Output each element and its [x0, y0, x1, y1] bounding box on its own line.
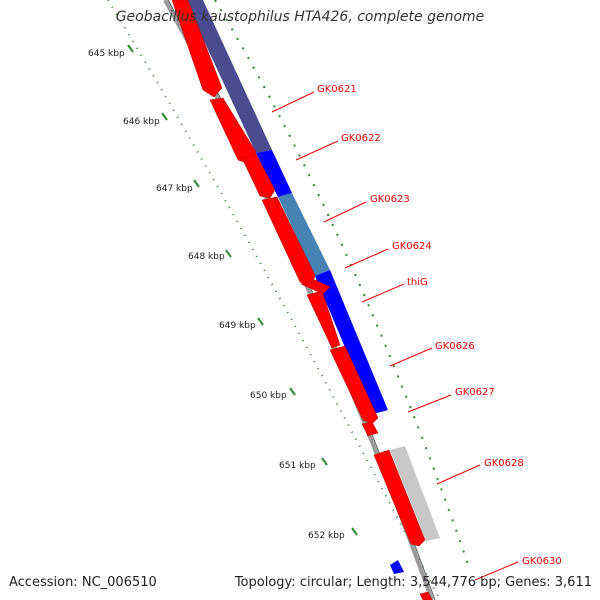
length-value: 3,544,776 bp	[409, 575, 497, 590]
forward-gene	[306, 290, 341, 349]
forward-genes	[171, 0, 433, 600]
accession-value: NC_006510	[81, 575, 157, 590]
gene-label[interactable]: GK0622	[341, 133, 381, 144]
scale-label: 652 kbp	[308, 531, 345, 541]
accession-label: Accession:	[9, 575, 78, 590]
scale-label: 645 kbp	[88, 49, 125, 59]
scale-label: 646 kbp	[123, 117, 160, 127]
cog-band-steel	[278, 193, 330, 276]
forward-gene	[329, 345, 379, 425]
scale-label: 649 kbp	[219, 321, 256, 331]
genes-label: Genes:	[505, 575, 551, 590]
gene-label[interactable]: GK0628	[484, 458, 524, 469]
inner-dotted-guide	[107, 0, 441, 600]
forward-gene	[241, 153, 276, 199]
length-label: Length:	[356, 575, 406, 590]
topology-value: circular	[299, 575, 348, 590]
scale-label: 647 kbp	[156, 184, 193, 194]
accession-info: Accession: NC_006510	[9, 575, 157, 590]
scale-label: 651 kbp	[279, 461, 316, 471]
gene-label[interactable]: GK0621	[317, 84, 357, 95]
genes-value: 3,611	[554, 575, 592, 590]
genome-title: Geobacillus kaustophilus HTA426, complet…	[115, 9, 485, 25]
forward-gene	[361, 421, 379, 437]
gene-label[interactable]: GK0627	[455, 387, 495, 398]
forward-gene	[419, 591, 433, 600]
cog-band-dark	[185, 0, 272, 153]
gene-label[interactable]: GK0623	[370, 194, 410, 205]
gene-labels: GK0621 GK0622 GK0623 GK0624 thiG GK0626 …	[317, 84, 562, 567]
scale-labels: 645 kbp 646 kbp 647 kbp 648 kbp 649 kbp …	[88, 49, 345, 541]
forward-gene	[171, 0, 223, 98]
gene-label[interactable]: GK0630	[522, 556, 562, 567]
outer-dotted-guide	[214, 0, 471, 571]
gene-label[interactable]: GK0626	[435, 341, 475, 352]
gene-leader-lines	[271, 91, 519, 581]
topology-label: Topology:	[234, 575, 296, 590]
cog-band-gray	[390, 446, 440, 541]
forward-gene	[373, 449, 426, 547]
scale-label: 648 kbp	[188, 252, 225, 262]
genome-summary: Topology: circular; Length: 3,544,776 bp…	[234, 575, 592, 590]
gene-label[interactable]: GK0624	[392, 241, 432, 252]
gene-label[interactable]: thiG	[407, 277, 428, 288]
scale-label: 650 kbp	[250, 391, 287, 401]
reverse-gene-band	[256, 150, 292, 197]
reverse-gene-small	[390, 560, 404, 574]
reverse-gene	[315, 270, 388, 414]
scale-ticks	[127, 44, 358, 536]
forward-gene	[300, 279, 331, 295]
